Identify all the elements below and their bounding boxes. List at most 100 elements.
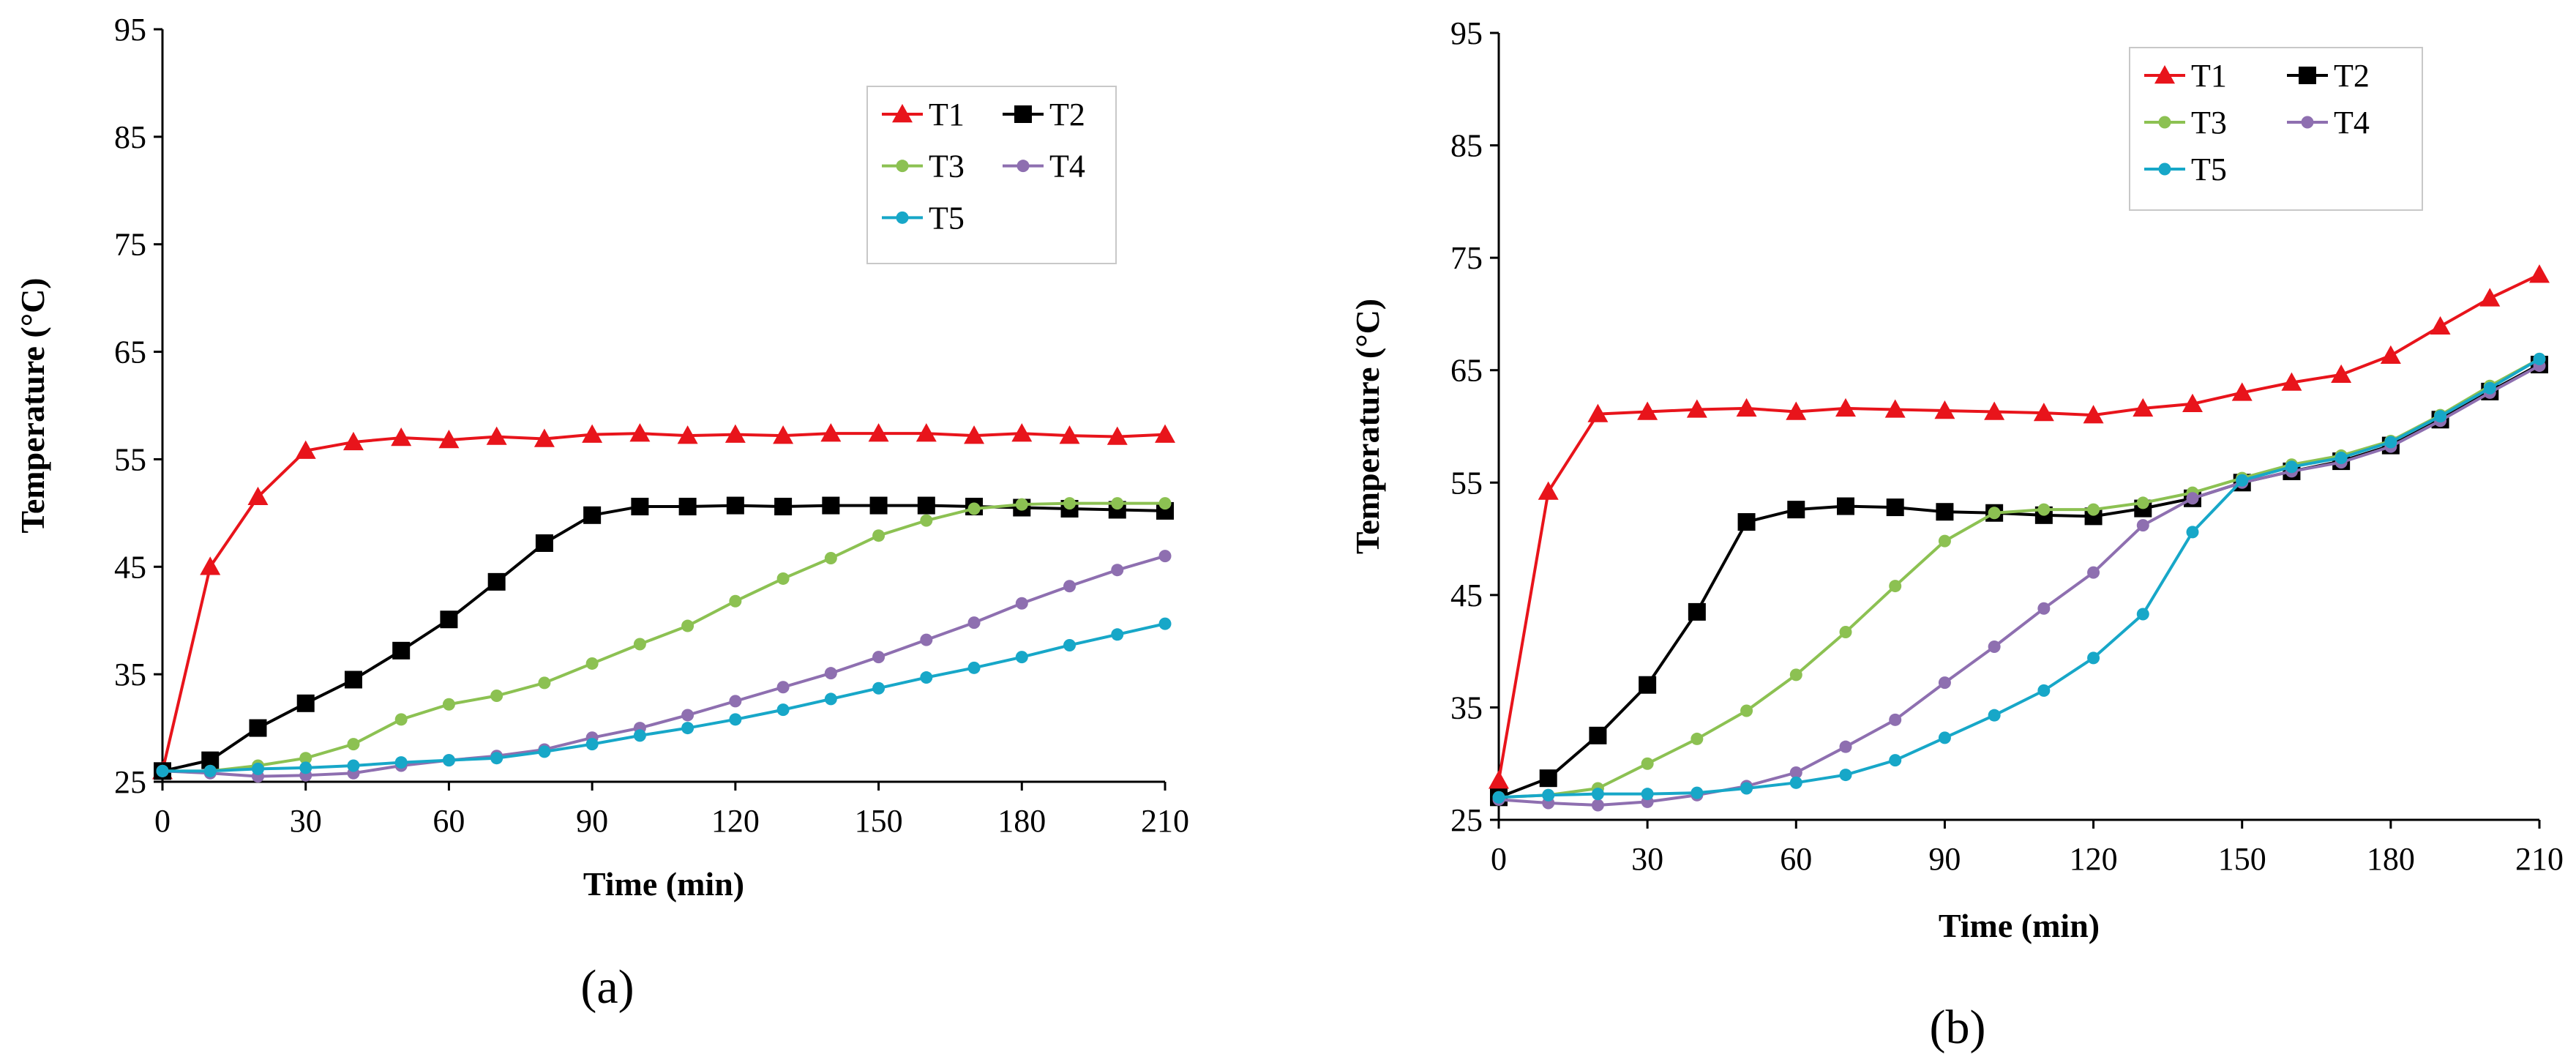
data-point-t3 — [1889, 580, 1902, 593]
data-point-t5 — [1015, 651, 1028, 664]
legend-label: T5 — [2191, 152, 2227, 187]
data-point-t1 — [247, 486, 269, 506]
series-t2 — [154, 496, 1174, 780]
series-line-t3 — [1498, 357, 2540, 799]
y-tick-label: 55 — [1450, 465, 1483, 501]
data-point-t3 — [1938, 534, 1951, 548]
data-point-t1 — [2380, 345, 2401, 364]
data-point-t5 — [1641, 788, 1654, 801]
data-point-t2 — [1737, 513, 1756, 531]
data-point-t5 — [1492, 791, 1505, 804]
data-point-t5 — [2483, 381, 2496, 395]
data-point-t5 — [2533, 352, 2546, 365]
data-point-t2 — [1886, 498, 1904, 517]
data-point-t1 — [2479, 288, 2501, 307]
data-point-t3 — [1789, 668, 1802, 681]
data-point-t3 — [1740, 704, 1753, 717]
data-point-t2 — [1688, 602, 1706, 621]
legend-label: T2 — [1049, 97, 1085, 132]
x-tick-label: 30 — [290, 803, 322, 839]
data-point-t4 — [729, 695, 742, 708]
data-point-t1 — [582, 424, 603, 443]
legend-swatch-marker — [896, 160, 909, 173]
data-point-t5 — [2285, 460, 2298, 474]
panel-label-b: (b) — [1930, 1001, 1986, 1054]
data-point-t3 — [299, 752, 312, 765]
data-point-t5 — [729, 713, 742, 726]
data-point-t5 — [633, 729, 646, 742]
series-t3 — [156, 497, 1172, 777]
data-point-t3 — [872, 529, 886, 542]
series-t3 — [1492, 352, 2546, 804]
data-point-t2 — [583, 506, 602, 524]
legend-label: T1 — [929, 97, 965, 132]
x-tick-label: 60 — [433, 803, 465, 839]
data-point-t4 — [1839, 740, 1852, 753]
data-point-t3 — [394, 713, 408, 726]
data-point-t1 — [2033, 403, 2054, 422]
data-point-t3 — [490, 690, 503, 703]
legend-swatch-marker — [2158, 163, 2171, 176]
x-axis-title: Time (min) — [1939, 907, 2100, 944]
data-point-t5 — [490, 752, 503, 765]
data-point-t1 — [1884, 399, 1906, 418]
data-point-t2 — [440, 610, 458, 629]
legend-swatch-marker — [1016, 160, 1030, 173]
data-point-t5 — [2186, 526, 2199, 539]
legend-label: T2 — [2334, 58, 2370, 94]
data-point-t3 — [538, 676, 551, 690]
series-t4 — [1492, 359, 2546, 812]
legend-label: T3 — [2191, 105, 2227, 141]
series-t1 — [1489, 264, 2550, 789]
data-point-t2 — [869, 496, 888, 515]
data-point-t2 — [344, 671, 362, 689]
data-point-t1 — [486, 426, 507, 445]
data-point-t5 — [2384, 436, 2397, 449]
data-point-t5 — [538, 745, 551, 758]
data-point-t4 — [2186, 492, 2199, 505]
data-point-t4 — [1015, 597, 1028, 610]
data-point-t3 — [1111, 497, 1124, 510]
data-point-t4 — [1158, 550, 1172, 563]
data-point-t4 — [1789, 766, 1802, 779]
data-point-t5 — [1158, 617, 1172, 630]
legend-box — [2129, 47, 2423, 211]
data-point-t2 — [774, 498, 793, 516]
data-point-t1 — [1107, 426, 1128, 445]
y-tick-label: 65 — [1450, 353, 1483, 389]
data-point-t1 — [391, 427, 412, 447]
data-point-t5 — [442, 754, 455, 767]
data-point-t2 — [1837, 497, 1854, 515]
legend-swatch-marker — [892, 104, 913, 123]
data-point-t1 — [1736, 397, 1757, 417]
data-point-t5 — [1889, 754, 1902, 767]
data-point-t1 — [724, 424, 746, 443]
series-line-t5 — [1498, 357, 2541, 799]
data-point-t1 — [773, 425, 794, 444]
legend-swatch-marker — [2158, 116, 2171, 129]
data-point-t1 — [438, 429, 460, 449]
data-point-t4 — [824, 667, 837, 680]
data-point-t5 — [251, 762, 264, 775]
y-tick-label: 85 — [114, 119, 146, 155]
data-point-t3 — [1690, 732, 1704, 745]
data-point-t2 — [1589, 726, 1607, 744]
data-point-t3 — [1015, 498, 1028, 511]
data-point-t2 — [1639, 676, 1657, 694]
y-axis-title: Temperature (°C) — [14, 277, 51, 533]
legend: T1 T2 T3 T4 T5 — [866, 86, 1117, 264]
data-point-t5 — [1839, 769, 1852, 782]
data-point-t1 — [2281, 372, 2302, 391]
data-point-t1 — [1538, 481, 1559, 500]
x-tick-label: 150 — [2218, 841, 2266, 877]
data-point-t5 — [2087, 651, 2100, 665]
x-tick-label: 0 — [1491, 841, 1507, 877]
x-tick-label: 30 — [1631, 841, 1663, 877]
data-point-t1 — [1587, 403, 1609, 422]
data-point-t1 — [1984, 401, 2005, 420]
data-point-t2 — [917, 496, 935, 515]
x-tick-label: 90 — [1928, 841, 1961, 877]
data-point-t1 — [2331, 364, 2352, 384]
data-point-t1 — [295, 440, 316, 459]
series-line-t1 — [161, 432, 1166, 772]
